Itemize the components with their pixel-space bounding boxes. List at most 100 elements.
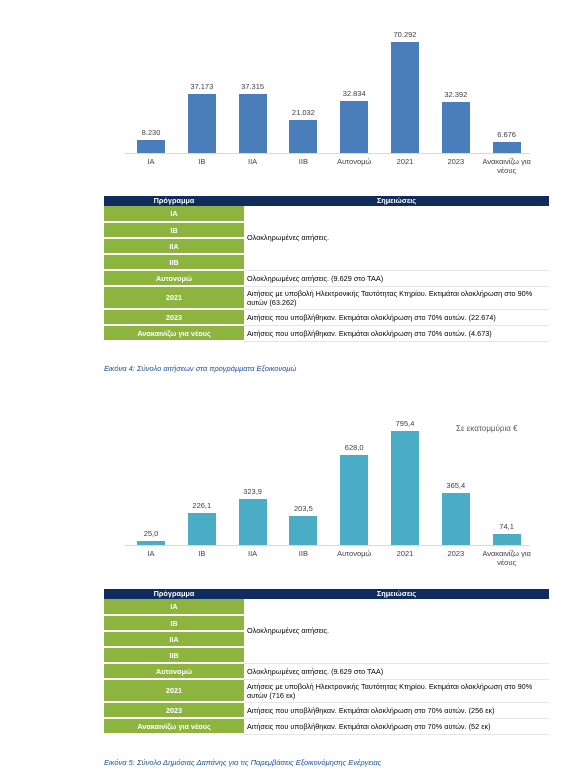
category-label: ΙΙΑ <box>248 157 258 166</box>
program-cell: Αυτονομώ <box>104 663 244 680</box>
row: ΙΙΒ <box>104 647 549 664</box>
row: 2021 Αιτήσεις με υποβολή Ηλεκτρονικής Ταυ… <box>104 286 549 310</box>
header-cell: Πρόγραμμα <box>104 196 244 206</box>
row: 2023 Αιτήσεις που υποβλήθηκαν. Εκτιμάται … <box>104 309 549 326</box>
category-label: 2021 <box>396 549 414 558</box>
bar <box>137 140 165 153</box>
program-cell: ΙΙΒ <box>104 647 244 664</box>
row: ΙΒ <box>104 615 549 632</box>
caption: Εικόνα 5: Σύνολο Δημόσιας Δαπάνης για τι… <box>104 758 382 767</box>
value-label: 226,1 <box>192 500 212 510</box>
category-label: 2021 <box>396 157 414 166</box>
category-label: ΙΙΑ <box>248 549 258 558</box>
value-label: 32.392 <box>444 89 468 99</box>
bar <box>238 498 267 545</box>
category-label: ΙΒ <box>198 157 206 166</box>
row: Αυτονομώ Ολοκληρωμένες αιτήσεις. (9.629 σ… <box>104 270 549 287</box>
caption: Εικόνα 4: Σύνολο αιτήσεων στα προγράμματ… <box>104 364 297 373</box>
bar <box>289 515 318 545</box>
notes-cell: Αιτήσεις με υποβολή Ηλεκτρονικής Ταυτότη… <box>244 679 549 703</box>
row: ΙΒ <box>104 222 549 239</box>
notes-cell: Ολοκληρωμένες αιτήσεις. (9.629 στο ΤΑΑ) <box>244 270 549 287</box>
value-label: 365,4 <box>446 480 466 490</box>
notes-cell: Αιτήσεις που υποβλήθηκαν. Εκτιμάται ολοκ… <box>244 718 549 735</box>
axis-line <box>125 153 530 154</box>
notes-cell: Αιτήσεις με υποβολή Ηλεκτρονικής Ταυτότη… <box>244 286 549 310</box>
program-cell: ΙΑ <box>104 206 244 223</box>
value-label: 323,9 <box>243 486 262 496</box>
category-label: Αυτονομώ <box>337 157 372 166</box>
value-label: 25,0 <box>143 529 159 539</box>
notes-cell: Ολοκληρωμένες αιτήσεις. <box>244 206 549 271</box>
notes-cell: Ολοκληρωμένες αιτήσεις. <box>244 599 549 664</box>
category-label: Ανακαινίζω για νέους <box>482 549 531 567</box>
bar <box>391 431 419 545</box>
bar <box>391 42 419 153</box>
axis-line <box>125 545 530 546</box>
bar <box>238 94 267 153</box>
program-cell: ΙΙΒ <box>104 254 244 271</box>
value-label: 37.315 <box>241 82 265 92</box>
value-label: 74,1 <box>499 522 514 532</box>
program-cell: 2023 <box>104 702 244 719</box>
value-label: 21.032 <box>291 107 315 117</box>
program-cell: 2021 <box>104 679 244 703</box>
category-label: ΙΙΒ <box>298 549 308 558</box>
row: 2023 Αιτήσεις που υποβλήθηκαν. Εκτιμάται … <box>104 702 549 719</box>
program-cell: ΙΙΑ <box>104 631 244 648</box>
notes-cell: Αιτήσεις που υποβλήθηκαν. Εκτιμάται ολοκ… <box>244 309 549 326</box>
category-label: Ανακαινίζω για νέους <box>482 157 531 175</box>
bar <box>340 454 369 545</box>
value-label: 8.230 <box>141 128 161 137</box>
bar <box>441 492 470 545</box>
row: ΙΑ Ολοκληρωμένες αιτήσεις. <box>104 599 549 664</box>
row: ΙΙΒ <box>104 254 549 271</box>
notes-cell: Ολοκληρωμένες αιτήσεις. (9.629 στο ΤΑΑ) <box>244 663 549 680</box>
annotation: Σε εκατομμύρια € <box>456 424 518 433</box>
category-label: 2023 <box>447 157 465 166</box>
header-cell: Σημειώσεις <box>244 196 549 206</box>
row: Ανακαινίζω για νέους Αιτήσεις που υποβλήθ… <box>104 325 549 342</box>
bar <box>137 541 165 545</box>
value-label: 6.676 <box>497 130 516 140</box>
value-label: 32.834 <box>342 89 366 99</box>
header-row: Πρόγραμμα Σημειώσεις <box>104 196 549 206</box>
value-label: 70.292 <box>393 30 417 39</box>
bar <box>289 119 318 153</box>
value-label: 628,0 <box>344 442 364 452</box>
row: ΙΑ Ολοκληρωμένες αιτήσεις. <box>104 206 549 271</box>
category-label: 2023 <box>447 549 465 558</box>
table: Πρόγραμμα Σημειώσεις ΙΑ Ολοκληρωμένες αιτήσ… <box>104 589 549 735</box>
value-label: 795,4 <box>395 419 415 428</box>
row: Ανακαινίζω για νέους Αιτήσεις που υποβλήθ… <box>104 718 549 735</box>
program-cell: ΙΙΑ <box>104 238 244 255</box>
header-row: Πρόγραμμα Σημειώσεις <box>104 589 549 599</box>
program-cell: Ανακαινίζω για νέους <box>104 325 244 342</box>
header-cell: Πρόγραμμα <box>104 589 244 599</box>
bar <box>187 512 216 545</box>
notes-cell: Αιτήσεις που υποβλήθηκαν. Εκτιμάται ολοκ… <box>244 325 549 342</box>
category-label: ΙΙΒ <box>298 157 308 166</box>
value-label: 203,5 <box>294 503 313 513</box>
value-label: 37.173 <box>190 82 214 92</box>
row: Αυτονομώ Ολοκληρωμένες αιτήσεις. (9.629 σ… <box>104 663 549 680</box>
row: ΙΙΑ <box>104 631 549 648</box>
category-label: ΙΑ <box>147 157 155 166</box>
header-cell: Σημειώσεις <box>244 589 549 599</box>
bar <box>492 534 521 545</box>
bar <box>340 101 369 153</box>
table: Πρόγραμμα Σημειώσεις ΙΑ Ολοκληρωμένες αιτήσ… <box>104 196 549 342</box>
program-cell: 2023 <box>104 309 244 326</box>
bar <box>441 101 470 153</box>
program-cell: Αυτονομώ <box>104 270 244 287</box>
program-cell: Ανακαινίζω για νέους <box>104 718 244 735</box>
bar <box>492 142 521 153</box>
program-cell: ΙΒ <box>104 615 244 632</box>
row: ΙΙΑ <box>104 238 549 255</box>
program-cell: 2021 <box>104 286 244 310</box>
program-cell: ΙΑ <box>104 599 244 616</box>
row: 2021 Αιτήσεις με υποβολή Ηλεκτρονικής Ταυ… <box>104 679 549 703</box>
category-label: ΙΑ <box>147 549 155 558</box>
bar <box>187 94 216 153</box>
